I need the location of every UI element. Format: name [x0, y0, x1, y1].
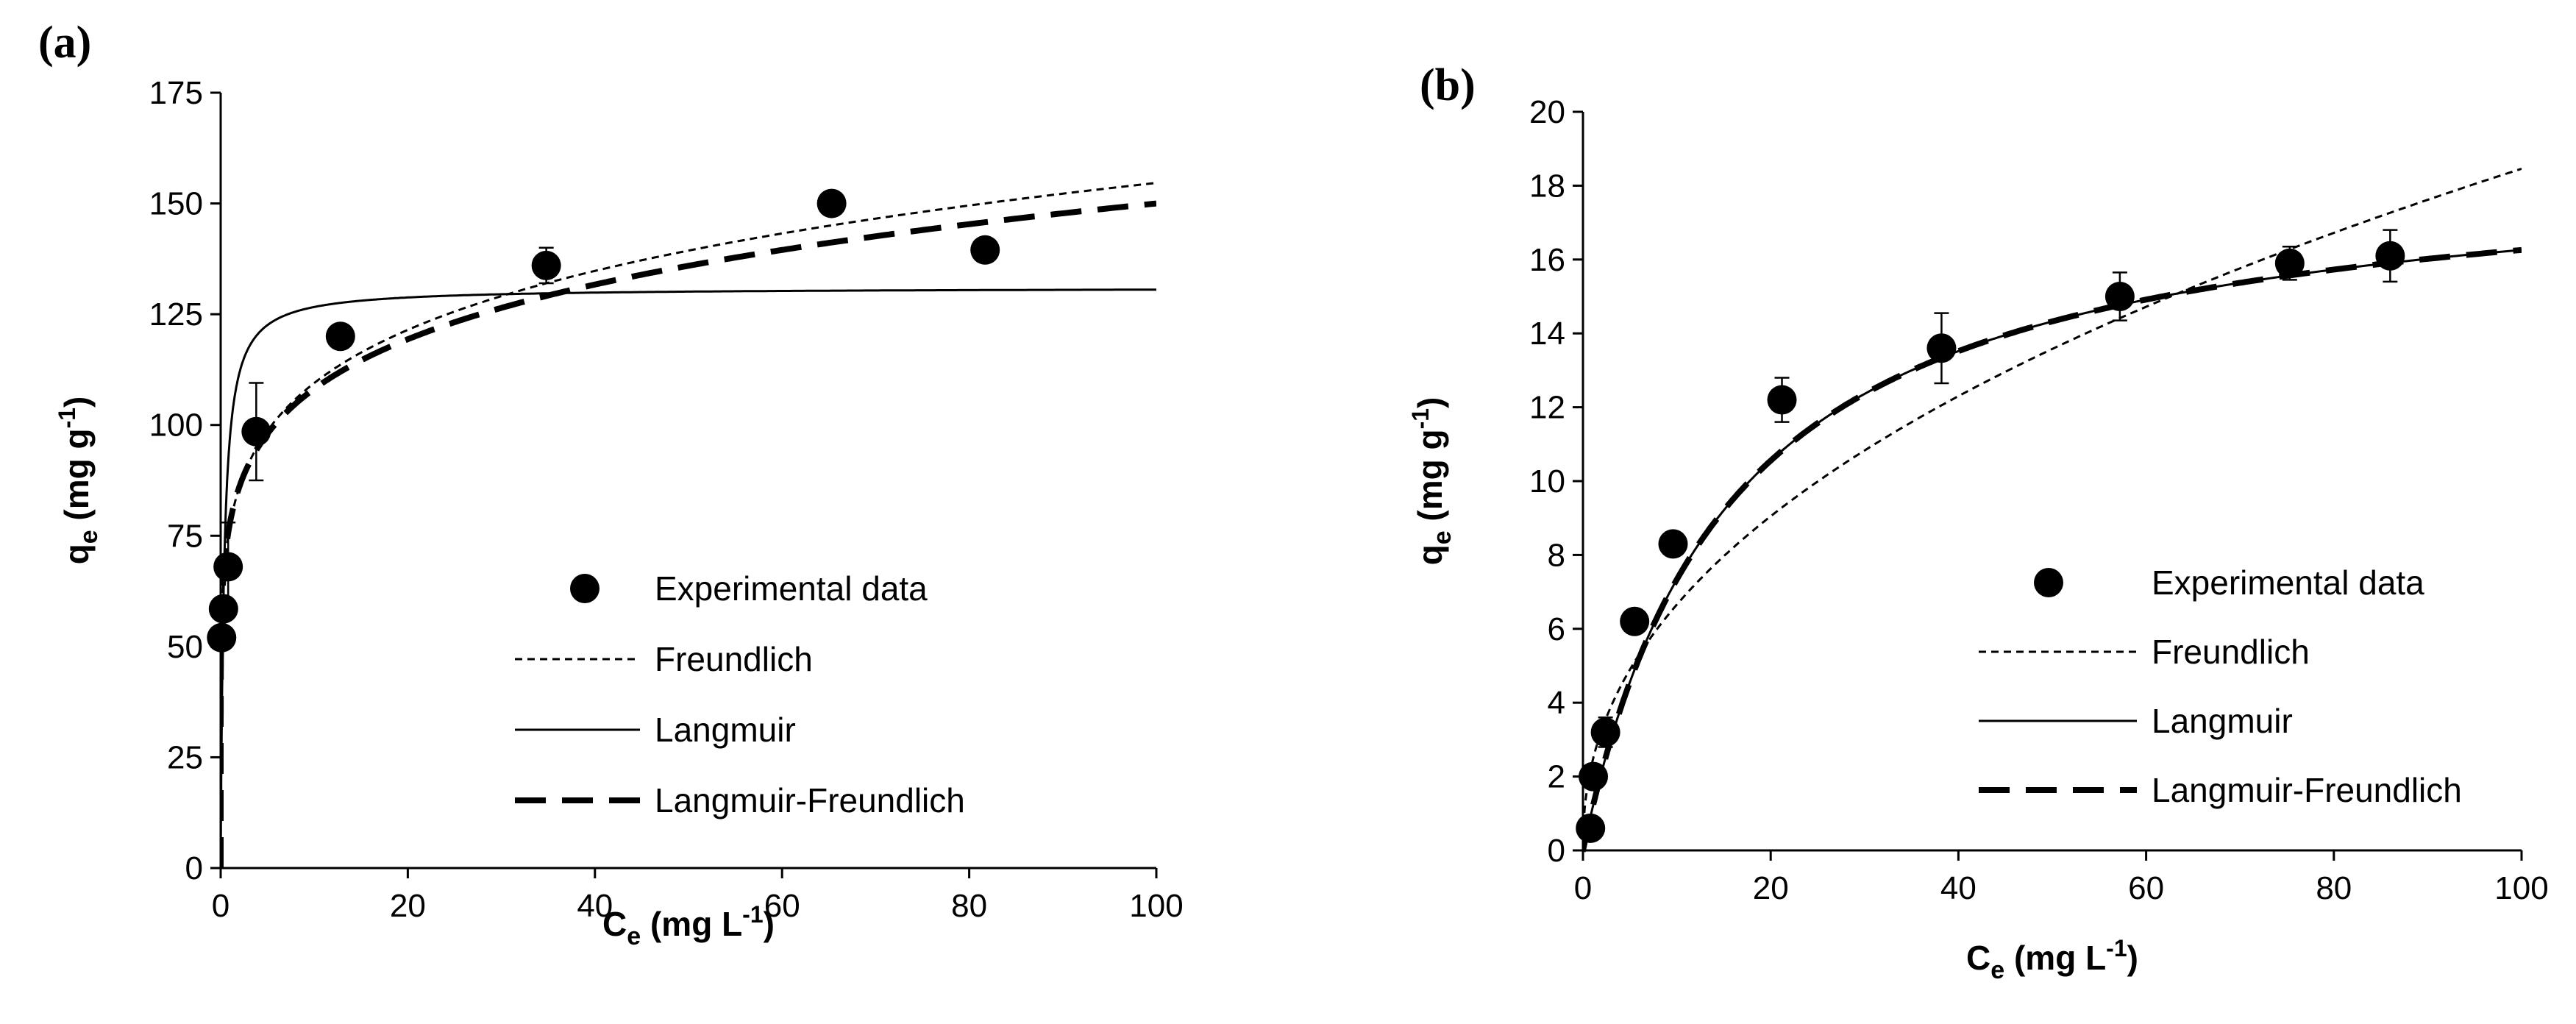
panel-a-xtick-label: 40 — [577, 888, 613, 924]
panel-a-x-axis-label: Ce (mg L-1) — [602, 901, 775, 950]
panel-b-ytick-label: 10 — [1529, 463, 1565, 499]
panel-b-ytick-label: 2 — [1548, 759, 1565, 795]
panel-a-series-langmuir-freundlich — [221, 200, 1156, 868]
panel-a-legend-label: Langmuir — [655, 711, 796, 749]
panel-b-ytick-label: 14 — [1529, 316, 1565, 352]
panel-b-legend-label: Freundlich — [2152, 633, 2310, 671]
panel-b-ytick-label: 8 — [1548, 537, 1565, 573]
panel-b-xtick-label: 0 — [1574, 870, 1592, 906]
panel-a-ytick-label: 50 — [167, 629, 203, 665]
panel-b-xtick-label: 60 — [2128, 870, 2164, 906]
panel-b-series-freundlich — [1583, 167, 2522, 850]
panel-b-ytick-label: 18 — [1529, 168, 1565, 204]
panel-b-data-point — [1658, 529, 1688, 559]
panel-a-legend-label: Experimental data — [655, 569, 928, 608]
panel-a-xtick-label: 80 — [951, 888, 987, 924]
panel-b-data-point — [1926, 333, 1957, 363]
panel-b-series-langmuir-freundlich — [1583, 246, 2522, 853]
panel-b: (b) 0 2 4 6 8 10 12 14 16 18 20 0 20 40 60 80 100 Ce (mg L… — [1407, 60, 2549, 984]
panel-b-ytick-label: 6 — [1548, 611, 1565, 647]
panel-a-xtick-label: 0 — [212, 888, 230, 924]
panel-b-label: (b) — [1420, 60, 1476, 110]
panel-b-ytick-label: 4 — [1548, 685, 1565, 721]
panel-b-xtick-label: 80 — [2316, 870, 2352, 906]
panel-b-legend-label: Experimental data — [2152, 563, 2424, 602]
panel-b-ytick-label: 20 — [1529, 94, 1565, 130]
panel-b-data-point — [1590, 717, 1620, 747]
panel-a-y-axis-label: qe (mg g-1) — [54, 397, 103, 565]
panel-a-data-point — [208, 594, 238, 624]
panel-b-data-point — [2104, 282, 2135, 311]
panel-a-ytick-label: 125 — [149, 296, 203, 333]
panel-b-data-point — [1576, 813, 1606, 843]
panel-b-data-point — [1579, 761, 1609, 792]
panel-b-y-axis-label: qe (mg g-1) — [1407, 397, 1456, 566]
panel-a-series-freundlich — [221, 182, 1156, 868]
panel-b-data-point — [2274, 248, 2305, 278]
panel-a-xtick-label: 100 — [1129, 888, 1183, 924]
panel-a-data-point — [213, 552, 243, 582]
panel-b-ytick-label: 12 — [1529, 390, 1565, 426]
panel-a-ytick-label: 175 — [149, 75, 203, 111]
panel-a-legend: Experimental data Freundlich Langmuir Langm… — [515, 569, 965, 819]
panel-b-data-point — [1767, 385, 1797, 415]
panel-b-legend: Experimental data Freundlich Langmuir Langm… — [1979, 563, 2462, 809]
panel-a-xtick-label: 20 — [390, 888, 426, 924]
panel-a-data-point — [207, 622, 237, 653]
panel-b-data-point — [2375, 241, 2405, 271]
panel-b-ytick-label: 0 — [1548, 833, 1565, 869]
panel-a-ytick-label: 75 — [167, 518, 203, 554]
panel-a-ytick-label: 150 — [149, 186, 203, 222]
panel-b-series-langmuir — [1583, 249, 2522, 851]
panel-a-xtick-label: 60 — [764, 888, 800, 924]
panel-a-series-langmuir — [221, 288, 1156, 868]
panel-b-data-point — [1620, 606, 1650, 636]
panel-a-data-point — [816, 188, 847, 218]
panel-b-x-axis-label: Ce (mg L-1) — [1966, 935, 2138, 984]
panel-a-data-point — [325, 321, 355, 352]
panel-a-data-point — [970, 235, 1000, 265]
panel-a-ytick-label: 100 — [149, 408, 203, 444]
panel-b-legend-label: Langmuir — [2152, 702, 2293, 740]
panel-a: (a) 0 25 50 75 100 125 150 175 0 20 40 60 80 100 Ce (mg… — [38, 18, 1184, 950]
panel-a-label: (a) — [38, 18, 91, 68]
panel-a-legend-marker — [570, 574, 599, 603]
panel-a-ytick-label: 0 — [185, 850, 203, 886]
panel-b-xtick-label: 20 — [1753, 870, 1789, 906]
panel-a-data-point — [531, 250, 561, 280]
panel-b-legend-label: Langmuir-Freundlich — [2152, 771, 2462, 809]
panel-a-legend-label: Freundlich — [655, 640, 813, 678]
panel-a-legend-label: Langmuir-Freundlich — [655, 781, 965, 819]
panel-a-ytick-label: 25 — [167, 739, 203, 775]
panel-b-xtick-label: 100 — [2494, 870, 2548, 906]
panel-b-ytick-label: 16 — [1529, 242, 1565, 278]
panel-a-data-point — [241, 416, 271, 447]
panel-b-legend-marker — [2034, 568, 2063, 597]
panel-b-xtick-label: 40 — [1940, 870, 1977, 906]
